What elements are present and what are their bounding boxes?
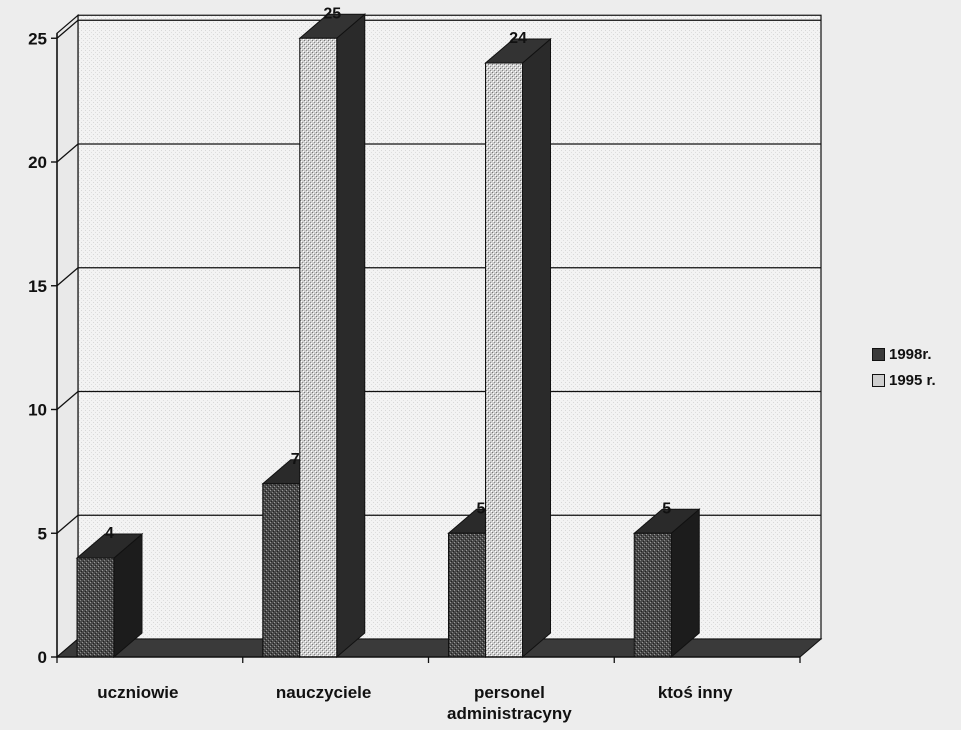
x-category-line: personel (474, 683, 545, 702)
gridline (56, 514, 821, 534)
data-label: 5 (477, 500, 486, 517)
x-category-line: nauczyciele (276, 683, 371, 702)
y-tick-label: 0 (38, 648, 47, 667)
x-category-label: ktoś inny (658, 683, 733, 702)
bar-1995: 25 (298, 5, 367, 659)
bar-side (670, 508, 700, 659)
bar-front (448, 532, 486, 658)
x-category-line: uczniowie (97, 683, 178, 702)
x-category-label: personel administracyny (447, 683, 572, 723)
legend: 1998r. 1995 r. (872, 341, 936, 393)
x-category-line: administracyny (447, 704, 572, 723)
y-tick-label: 20 (28, 153, 47, 172)
bar-1998: 5 (632, 500, 701, 659)
gridline (56, 19, 821, 39)
data-label: 24 (509, 30, 527, 47)
y-tick-label: 5 (38, 524, 47, 543)
y-tick-label: 15 (28, 277, 47, 296)
gridline (56, 267, 821, 287)
legend-item-1998: 1998r. (872, 341, 936, 367)
y-tick-label: 25 (28, 29, 47, 48)
legend-swatch-1995 (872, 373, 885, 387)
gridline (56, 143, 821, 163)
plot-side-wall (56, 13, 79, 659)
gridline (56, 390, 821, 410)
x-category-label: uczniowie (97, 683, 178, 702)
legend-item-1995: 1995 r. (872, 367, 936, 393)
legend-label-1998: 1998r. (889, 345, 932, 363)
bar-1995: 24 (484, 30, 552, 659)
data-label: 5 (662, 500, 671, 517)
data-label: 4 (105, 525, 114, 542)
legend-label-1995: 1995 r. (889, 371, 936, 389)
bar-side (336, 13, 366, 659)
bar-front (76, 557, 115, 658)
bar-side (522, 37, 551, 659)
plot-floor (55, 638, 823, 658)
bar-front (262, 483, 301, 658)
bar-front (633, 532, 672, 658)
y-tick-label: 10 (28, 401, 47, 420)
bar-front (485, 62, 523, 658)
x-category-label: nauczyciele (276, 683, 371, 702)
data-label: 25 (323, 5, 341, 22)
bar-1998: 4 (75, 525, 144, 659)
x-category-line: ktoś inny (658, 683, 733, 702)
data-label: 7 (291, 451, 300, 468)
legend-swatch-1998 (872, 347, 885, 361)
bar-front (299, 37, 338, 658)
